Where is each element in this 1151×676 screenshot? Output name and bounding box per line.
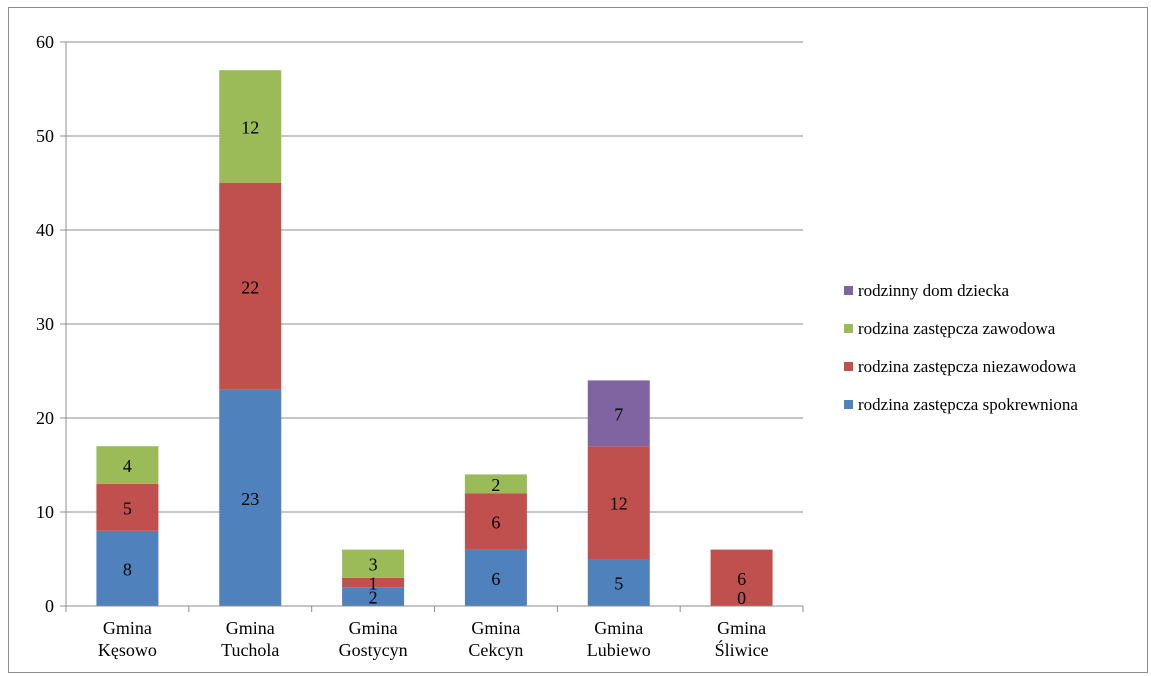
x-tick-label: Gmina Śliwice [715,618,769,660]
legend-label: rodzina zastępcza zawodowa [858,319,1056,338]
legend-label: rodzina zastępcza spokrewniona [858,395,1078,414]
bar-segment [96,530,159,606]
legend-label: rodzina zastępcza niezawodowa [858,357,1076,376]
data-label: 1 [369,574,378,594]
data-label: 6 [491,569,500,589]
x-tick-label: Gmina Kęsowo [98,618,157,660]
x-tick-label: Gmina Tuchola [221,618,279,660]
bar-segment [342,577,405,588]
bar-segment [219,389,282,606]
bar-segment [587,559,650,606]
y-tick-label: 0 [45,596,54,616]
bars [96,70,773,606]
data-label: 3 [369,555,378,575]
data-label: 12 [610,494,628,514]
legend-swatch [844,362,853,371]
legend-label: rodzinny dom dziecka [858,281,1010,300]
data-label: 6 [737,569,746,589]
bar-segment [96,483,159,531]
y-tick-label: 40 [36,220,54,240]
y-tick-label: 20 [36,408,54,428]
data-label: 4 [123,456,132,476]
bar-segment [464,474,527,494]
bar-segment [587,380,650,447]
data-label: 5 [614,574,623,594]
data-label: 0 [737,588,746,608]
data-label: 22 [241,277,259,297]
data-label: 7 [614,404,623,424]
x-tick-label: Gmina Lubiewo [587,618,651,660]
x-tick-label: Gmina Cekcyn [468,618,523,660]
data-label: 5 [123,498,132,518]
data-label: 12 [241,118,259,138]
data-label: 2 [491,475,500,495]
bar-segment [710,549,773,606]
y-tick-label: 50 [36,126,54,146]
legend: rodzinny dom dziecka rodzina zastępcza za… [844,281,1078,414]
legend-swatch [844,286,853,295]
x-tick-label: Gmina Gostycyn [339,618,408,660]
bar-segment [342,587,405,606]
data-label: 23 [241,489,259,509]
chart-area [8,7,1148,673]
data-label: 8 [123,559,132,579]
y-tick-label: 60 [36,32,54,52]
bar-segment [587,446,650,559]
y-tick-label: 30 [36,314,54,334]
legend-swatch [844,324,853,333]
data-label: 6 [491,512,500,532]
bar-segment [219,70,282,183]
bar-segment [342,549,405,578]
bar-segment [464,493,527,550]
bar-segment [219,183,282,390]
bar-segment [96,446,159,484]
legend-swatch [844,400,853,409]
y-tick-label: 10 [36,502,54,522]
data-label: 2 [369,588,378,608]
bar-segment [464,549,527,606]
gridlines [66,41,803,513]
